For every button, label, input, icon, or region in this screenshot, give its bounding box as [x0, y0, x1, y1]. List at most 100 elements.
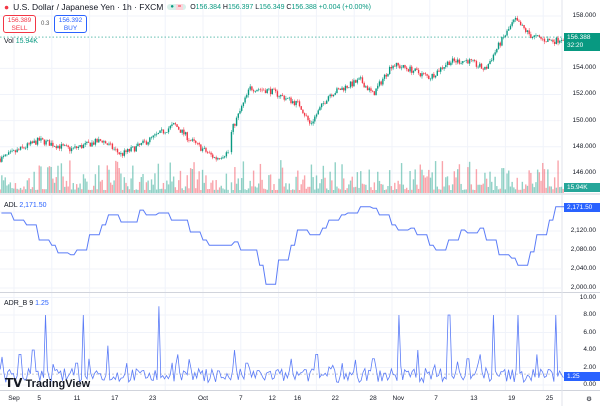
candle: [462, 61, 464, 64]
candle: [509, 25, 512, 30]
volume-bar: [337, 188, 340, 193]
volume-bar: [53, 182, 56, 193]
volume-bar: [303, 175, 306, 193]
candle: [363, 82, 365, 88]
volume-bar: [463, 189, 466, 193]
volume-bar: [414, 169, 416, 193]
candle: [133, 146, 136, 152]
volume-bar: [217, 189, 219, 193]
candle: [547, 38, 549, 42]
candle: [540, 36, 542, 39]
candle: [557, 37, 559, 43]
candle: [297, 100, 299, 102]
volume-bar: [518, 189, 520, 193]
volume-bar: [244, 189, 246, 193]
candle: [322, 103, 325, 104]
volume-bar: [205, 175, 207, 193]
volume-bar: [21, 189, 23, 193]
candle: [477, 66, 479, 68]
buy-button[interactable]: 156.392 BUY: [54, 15, 87, 33]
volume-bar: [324, 177, 326, 193]
candle: [400, 67, 403, 69]
volume-bar: [28, 178, 30, 193]
volume-bar: [370, 187, 372, 193]
candle: [58, 145, 61, 149]
candle: [302, 109, 304, 114]
sell-button[interactable]: 156.389 SELL: [3, 15, 36, 33]
candle: [491, 60, 493, 62]
settings-gear-icon[interactable]: ⚙: [586, 396, 592, 403]
volume-bar: [235, 183, 238, 193]
candle: [65, 145, 68, 146]
volume-bar: [132, 165, 134, 193]
volume-bar: [55, 177, 57, 193]
candle: [147, 142, 149, 145]
volume-bar: [220, 185, 222, 193]
candle: [222, 157, 224, 159]
candle: [132, 146, 134, 148]
volume-bar: [513, 187, 515, 193]
volume-bar: [514, 189, 517, 193]
candle: [268, 88, 270, 90]
volume-bar: [275, 189, 277, 193]
symbol-title[interactable]: U.S. Dollar / Japanese Yen · 1h · FXCM: [13, 2, 164, 12]
volume-bar: [118, 168, 120, 193]
volume-bar: [116, 161, 119, 193]
candle: [191, 139, 194, 141]
volume-bar: [110, 182, 112, 193]
adl-tick: 2,040.00: [570, 265, 596, 272]
candle: [482, 68, 484, 70]
volume-bar: [225, 173, 228, 193]
volume-bar: [492, 189, 495, 193]
candle: [208, 152, 211, 154]
candle: [130, 147, 132, 152]
candle: [218, 158, 221, 159]
volume-bar: [195, 188, 197, 193]
adl-tick: 2,080.00: [570, 246, 596, 253]
volume-bar: [48, 166, 51, 193]
volume-bar: [133, 189, 136, 193]
adl-line: [1, 206, 569, 285]
price-tick: 150.000: [572, 116, 597, 124]
candle: [50, 142, 52, 146]
volume-bar: [334, 162, 336, 193]
candle: [79, 145, 81, 147]
volume-bar: [319, 183, 321, 193]
time-tick: 16: [293, 395, 302, 402]
volume-bar: [99, 181, 102, 193]
volume-bar: [465, 189, 467, 193]
candle: [314, 116, 316, 122]
candle: [249, 86, 251, 90]
candle: [113, 148, 115, 150]
candle: [206, 151, 209, 153]
candle: [441, 67, 444, 69]
candle: [336, 88, 338, 94]
volume-bar: [52, 178, 54, 193]
candle: [200, 144, 202, 151]
volume-bar: [536, 169, 539, 193]
volume-bar: [60, 163, 63, 193]
candle: [472, 60, 474, 61]
volume-bar: [312, 177, 314, 193]
candle: [11, 150, 13, 152]
volume-bar: [127, 186, 129, 193]
candle: [127, 148, 129, 153]
candle: [281, 94, 284, 96]
candle: [178, 126, 180, 130]
volume-bar: [474, 189, 476, 193]
candle: [240, 106, 243, 111]
volume-bar: [457, 169, 459, 193]
volume-bar: [33, 171, 35, 193]
candle: [205, 147, 207, 152]
volume-bar: [508, 170, 510, 193]
candle: [320, 103, 323, 108]
tradingview-logo[interactable]: 𝗧𝗩 TradingView: [5, 376, 91, 390]
candle: [172, 123, 175, 125]
candle: [348, 87, 350, 88]
candle: [164, 132, 166, 134]
candle: [504, 35, 507, 37]
candle: [513, 19, 515, 23]
candle: [31, 141, 34, 143]
candle: [176, 124, 178, 127]
